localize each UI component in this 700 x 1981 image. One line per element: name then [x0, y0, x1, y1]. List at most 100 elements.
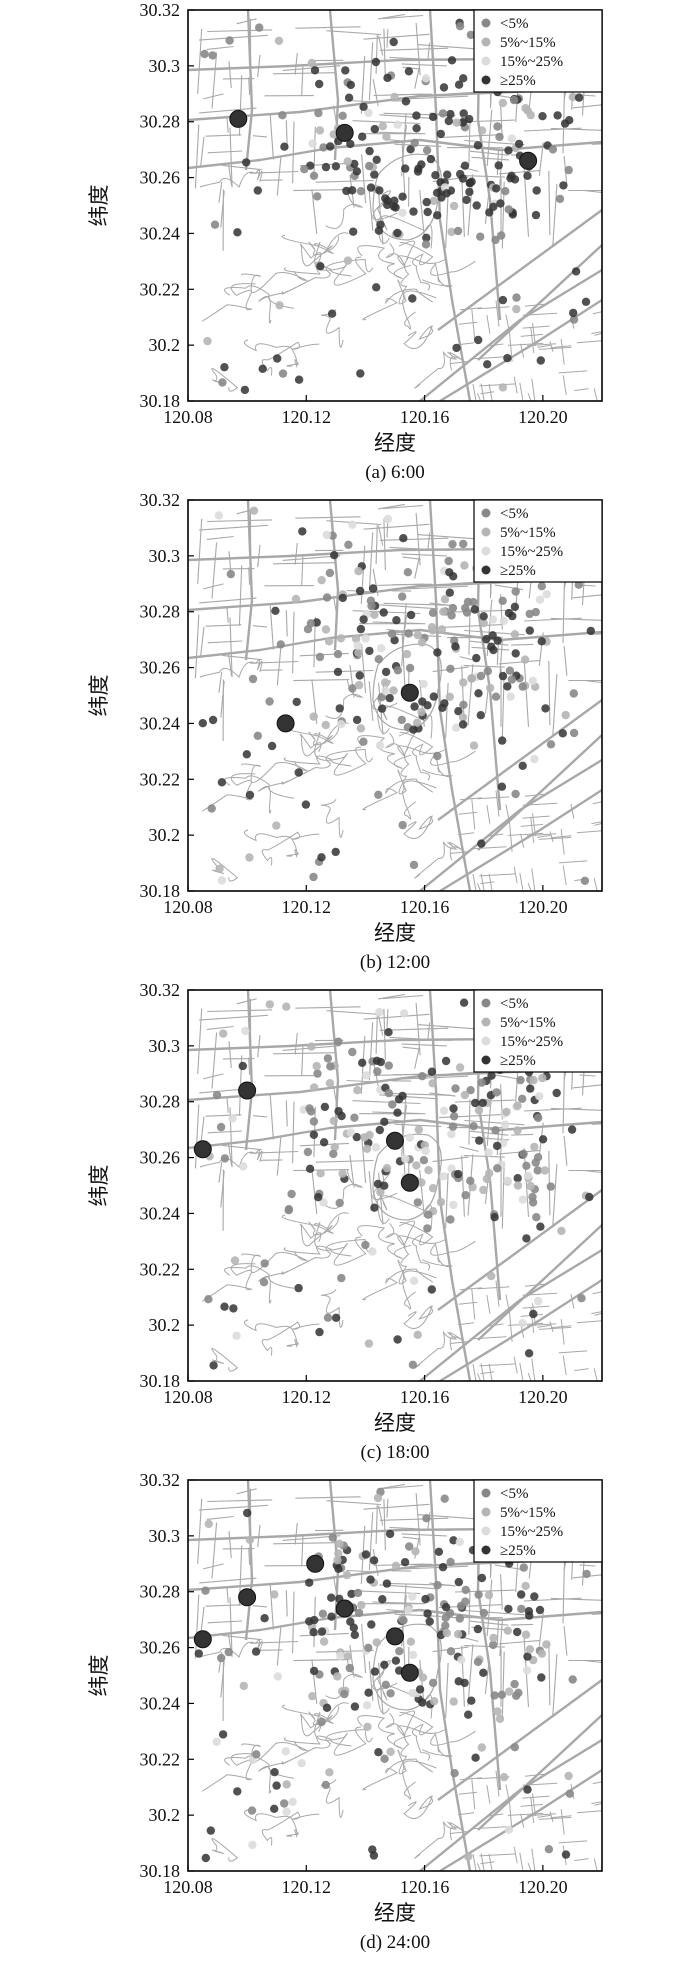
x-tick-label: 120.16: [400, 407, 450, 427]
station-point: [492, 1088, 501, 1097]
station-point: [381, 1680, 390, 1689]
station-point: [343, 1652, 352, 1661]
station-point: [486, 683, 495, 693]
station-point: [466, 1176, 475, 1185]
legend-label: <5%: [500, 16, 528, 32]
large-station-point: [229, 109, 248, 128]
station-point: [350, 1113, 359, 1122]
station-point: [331, 847, 340, 857]
map-plot: 120.08 120.12 120.16 120.20 30.32 30.3 30.28 30…: [87, 1470, 603, 1953]
station-point: [298, 527, 307, 536]
station-point: [380, 1660, 389, 1669]
station-point: [408, 1650, 418, 1660]
station-point: [555, 194, 565, 204]
station-point: [310, 1083, 319, 1092]
station-point: [445, 692, 454, 701]
station-point: [568, 92, 577, 102]
station-point: [580, 876, 590, 885]
station-point: [370, 170, 379, 179]
station-point: [408, 1360, 418, 1369]
station-point: [225, 36, 234, 45]
station-point: [398, 592, 407, 601]
station-point: [453, 1630, 463, 1639]
station-point: [427, 1067, 437, 1076]
station-point: [259, 1278, 269, 1287]
legend-label: ≥25%: [500, 1543, 536, 1559]
y-tick-label: 30.28: [140, 1092, 181, 1112]
station-point: [442, 1628, 451, 1638]
station-point: [349, 227, 358, 236]
station-point: [476, 232, 485, 241]
station-point: [440, 699, 449, 708]
station-point: [454, 80, 464, 89]
station-point: [369, 1851, 379, 1860]
station-point: [446, 664, 455, 673]
station-point: [273, 1672, 283, 1681]
large-station-point: [386, 1627, 404, 1646]
station-point: [383, 514, 393, 524]
station-point: [334, 1549, 343, 1558]
legend-label: 5%~15%: [500, 525, 556, 541]
station-point: [489, 202, 498, 211]
plot-frame: [187, 9, 603, 402]
station-point: [513, 1174, 522, 1183]
station-point: [327, 309, 337, 318]
station-point: [352, 1132, 361, 1142]
station-point: [194, 1649, 203, 1658]
station-point: [316, 262, 325, 271]
large-station-point: [400, 1173, 419, 1192]
station-point: [483, 360, 492, 369]
station-point: [346, 139, 355, 149]
station-point: [466, 30, 476, 40]
station-point: [439, 1172, 448, 1181]
station-point: [273, 354, 282, 363]
station-point: [422, 146, 432, 155]
station-point: [309, 712, 318, 721]
station-point: [402, 649, 412, 659]
station-point: [220, 1302, 229, 1311]
station-point: [488, 615, 498, 624]
station-point: [571, 267, 581, 276]
station-point: [409, 207, 418, 216]
station-point: [533, 1153, 543, 1162]
station-point: [384, 1089, 394, 1098]
station-point: [439, 607, 448, 616]
station-point: [423, 701, 432, 710]
station-point: [477, 839, 486, 848]
station-point: [309, 1628, 318, 1637]
station-point: [362, 1701, 372, 1710]
legend-marker: [481, 1545, 491, 1555]
station-point: [546, 1182, 555, 1191]
station-point: [499, 1773, 509, 1782]
station-point: [537, 582, 546, 591]
station-points: [193, 1487, 591, 1863]
station-point: [201, 1853, 210, 1863]
station-point: [509, 95, 519, 105]
station-point: [364, 1643, 373, 1652]
legend-label: 5%~15%: [500, 1015, 556, 1031]
station-point: [448, 603, 458, 613]
station-point: [325, 1768, 334, 1777]
station-point: [503, 1626, 512, 1635]
station-point: [353, 641, 362, 650]
station-point: [454, 707, 463, 716]
station-point: [417, 707, 426, 717]
map-panel-1: 120.08 120.12 120.16 120.20 30.32 30.3 30.28 30…: [0, 0, 700, 490]
station-point: [552, 1088, 561, 1098]
station-point: [344, 93, 354, 102]
station-point: [265, 697, 274, 706]
y-tick-label: 30.26: [140, 658, 181, 678]
station-point: [405, 1133, 414, 1142]
station-point: [455, 22, 465, 31]
large-station-point: [386, 1131, 404, 1150]
station-point: [523, 171, 532, 180]
station-point: [428, 1184, 438, 1193]
station-point: [444, 556, 453, 566]
station-point: [204, 1519, 213, 1529]
station-point: [208, 51, 217, 60]
station-point: [495, 1714, 505, 1723]
large-station-point: [519, 151, 538, 170]
station-point: [342, 1570, 352, 1580]
station-point: [198, 719, 207, 728]
station-point: [448, 1122, 458, 1131]
